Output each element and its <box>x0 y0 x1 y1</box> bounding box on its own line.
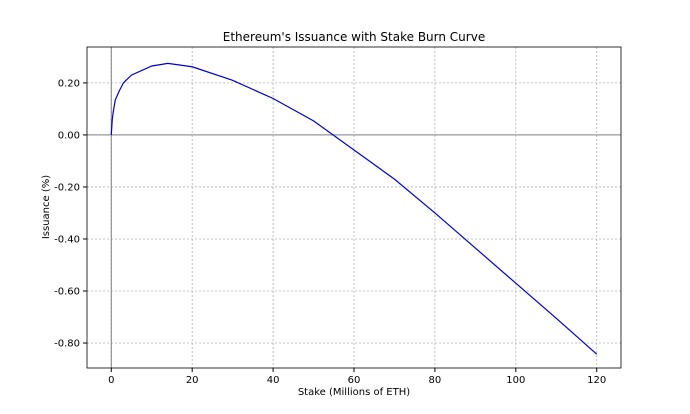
x-tick-label: 80 <box>429 375 442 386</box>
y-axis-label: Issuance (%) <box>41 175 52 239</box>
x-axis-label: Stake (Millions of ETH) <box>298 387 410 398</box>
plot-frame <box>86 46 622 369</box>
x-tick-label: 120 <box>587 375 606 386</box>
chart-title: Ethereum's Issuance with Stake Burn Curv… <box>223 30 485 44</box>
x-tick-label: 0 <box>108 375 114 386</box>
y-tick-label: -0.80 <box>54 339 80 350</box>
y-tick-label: -0.40 <box>54 234 80 245</box>
x-tick-label: 60 <box>348 375 361 386</box>
y-tick-label: 0.00 <box>58 130 80 141</box>
y-tick-label: 0.20 <box>58 78 80 89</box>
x-tick-label: 100 <box>506 375 525 386</box>
y-tick-label: -0.20 <box>54 182 80 193</box>
x-tick-label: 40 <box>267 375 280 386</box>
y-tick-label: -0.60 <box>54 287 80 298</box>
data-line <box>110 62 598 355</box>
x-tick-label: 20 <box>186 375 199 386</box>
